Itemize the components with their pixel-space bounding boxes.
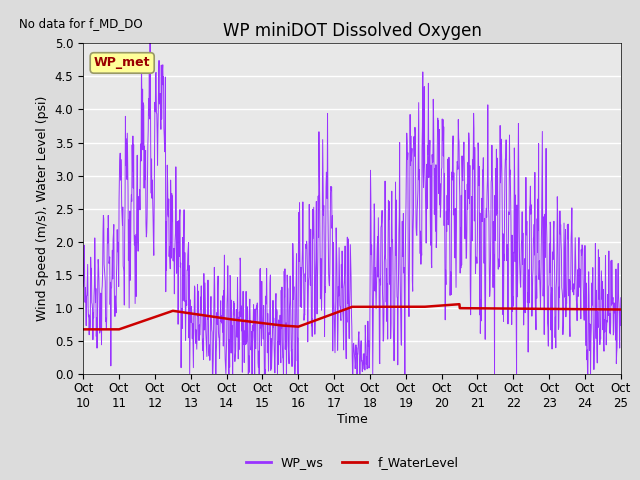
f_WaterLevel [79,326,87,332]
WP_ws [554,212,561,218]
WP_ws [186,372,193,377]
f_WaterLevel [435,303,443,309]
WP_ws [79,284,87,289]
Line: WP_ws: WP_ws [83,26,621,374]
f_WaterLevel [456,301,463,307]
WP_ws [146,23,154,29]
f_WaterLevel [617,307,625,312]
X-axis label: Time: Time [337,413,367,426]
WP_ws [187,297,195,303]
Title: WP miniDOT Dissolved Oxygen: WP miniDOT Dissolved Oxygen [223,22,481,40]
f_WaterLevel [259,320,267,326]
WP_ws [506,167,514,173]
Y-axis label: Wind Speed (m/s), Water Level (psi): Wind Speed (m/s), Water Level (psi) [36,96,49,322]
f_WaterLevel [199,312,207,318]
WP_ws [260,302,268,308]
Line: f_WaterLevel: f_WaterLevel [83,304,621,329]
f_WaterLevel [554,306,561,312]
f_WaterLevel [506,306,514,312]
WP_ws [200,357,207,362]
WP_ws [617,295,625,300]
WP_ws [436,181,444,187]
f_WaterLevel [186,311,193,316]
Text: WP_met: WP_met [94,57,150,70]
Legend: WP_ws, f_WaterLevel: WP_ws, f_WaterLevel [241,451,463,474]
Text: No data for f_MD_DO: No data for f_MD_DO [19,17,142,30]
